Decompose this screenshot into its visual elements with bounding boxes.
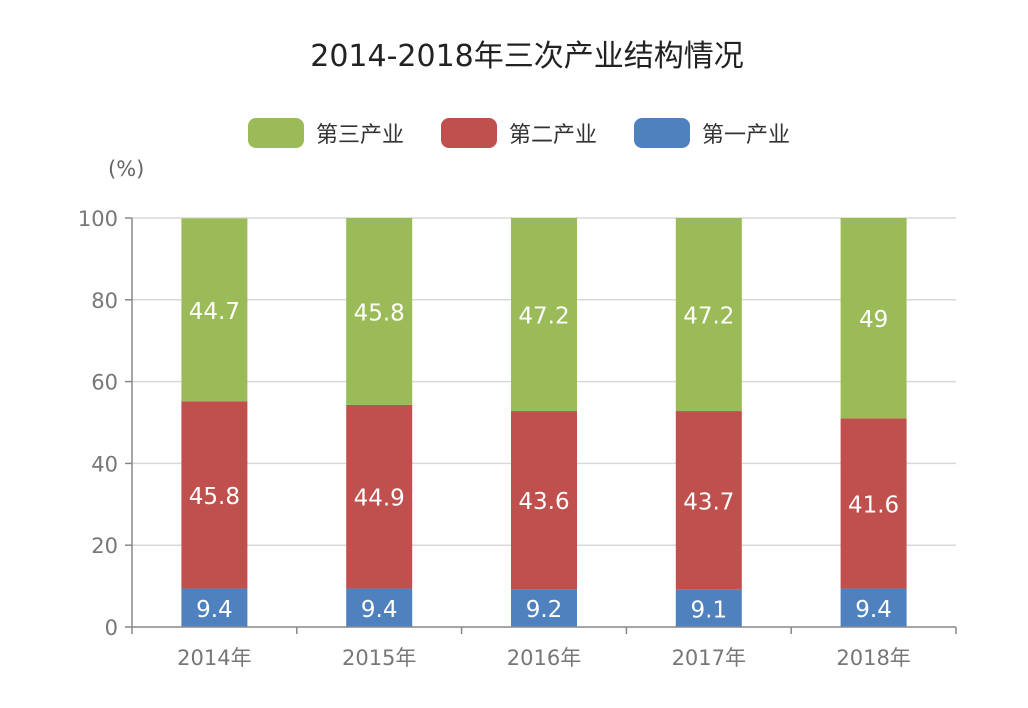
legend-label-tertiary: 第三产业	[316, 123, 404, 148]
x-tick-label: 2017年	[672, 646, 746, 670]
bar-segment	[346, 404, 413, 589]
bar-value-label: 9.2	[526, 597, 563, 623]
x-tick-label: 2015年	[342, 646, 416, 670]
bar-segment	[511, 411, 577, 590]
y-tick-label: 60	[91, 371, 118, 395]
legend-item-tertiary[interactable]: 第三产业	[248, 118, 404, 148]
bar-segment	[346, 588, 413, 627]
bar-segment	[840, 218, 907, 419]
bar-segment	[675, 411, 742, 590]
bar-segment	[675, 218, 742, 412]
axes: 0 20 40 60 80 100 2014年 2015年 2016年 2017年 2018年	[78, 207, 957, 670]
y-tick-label: 80	[91, 289, 118, 313]
bar-value-label: 43.6	[518, 489, 569, 515]
bar-segment	[675, 589, 742, 627]
bar-value-label: 45.8	[189, 484, 240, 510]
x-tick-label: 2014年	[177, 646, 251, 670]
x-tick-label: 2018年	[836, 646, 910, 670]
bar-value-label: 9.4	[196, 597, 233, 623]
legend: 第三产业 第二产业 第一产业	[248, 118, 790, 148]
y-tick-label: 0	[105, 616, 118, 640]
bar-value-label: 41.6	[848, 492, 899, 518]
legend-swatch-primary	[634, 118, 690, 148]
legend-swatch-secondary	[441, 118, 497, 148]
bars: 9.4 45.8 44.7 9.4 44.9 45.8 9.2 43.6 47.2 9.1 43.7…	[181, 218, 907, 627]
bar-segment	[181, 218, 248, 402]
bar-value-label: 44.7	[189, 299, 240, 325]
y-tick-label: 40	[91, 452, 118, 476]
bar-value-label: 9.1	[691, 597, 728, 623]
bar-value-label: 9.4	[855, 597, 892, 623]
bar-value-label: 47.2	[518, 304, 569, 330]
bar-segment	[181, 401, 248, 589]
y-axis-unit: (%)	[108, 157, 144, 181]
legend-label-primary: 第一产业	[702, 123, 790, 148]
y-tick-label: 100	[78, 207, 118, 231]
bar-value-label: 44.9	[354, 486, 405, 512]
bar-segment	[511, 218, 577, 412]
bar-value-label: 49	[859, 307, 888, 333]
bar-value-label: 45.8	[354, 300, 405, 326]
bar-segment	[346, 218, 413, 405]
bar-segment	[840, 418, 907, 589]
bar-value-label: 9.4	[361, 597, 398, 623]
bar-segment	[181, 588, 248, 627]
bar-segment	[511, 589, 577, 627]
legend-swatch-tertiary	[248, 118, 304, 148]
legend-item-primary[interactable]: 第一产业	[634, 118, 790, 148]
legend-label-secondary: 第二产业	[509, 123, 597, 148]
x-tick-label: 2016年	[507, 646, 581, 670]
bar-value-label: 47.2	[683, 304, 734, 330]
legend-item-secondary[interactable]: 第二产业	[441, 118, 597, 148]
bar-value-label: 43.7	[683, 489, 734, 515]
chart-title: 2014-2018年三次产业结构情况	[310, 39, 744, 74]
y-tick-label: 20	[91, 534, 118, 558]
bar-segment	[840, 588, 907, 627]
